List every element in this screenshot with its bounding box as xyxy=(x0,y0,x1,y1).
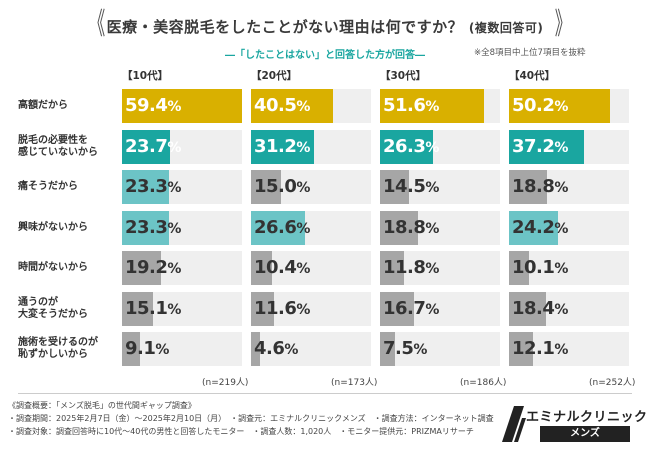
chart-title-main: 医療・美容脱毛をしたことがない理由は何ですか？ xyxy=(106,18,464,36)
value-label-no-time-3: 10.1% xyxy=(512,257,568,278)
chart-title-suffix: (複数回答可) xyxy=(468,21,544,35)
value-label-unnecessary-0: 23.7% xyxy=(125,135,181,157)
bar-embarrassing-3 xyxy=(509,332,534,366)
logo-mark-icon xyxy=(502,406,526,442)
bar-painful-0 xyxy=(122,170,170,204)
bar-painful-2 xyxy=(380,170,410,204)
footer-divider xyxy=(18,393,632,394)
value-label-embarrassing-3: 12.1% xyxy=(512,338,568,359)
bar-expensive-2 xyxy=(380,89,485,123)
sample-size-0: (n=219人) xyxy=(202,378,249,388)
bar-unnecessary-0 xyxy=(122,129,170,164)
bar-unnecessary-2 xyxy=(380,129,434,164)
bar-unnecessary-1 xyxy=(251,129,315,164)
footer-survey-title: 《調査概要：「メンズ脱毛」の世代間ギャップ調査》 xyxy=(8,401,196,410)
value-label-hard-to-visit-0: 15.1% xyxy=(125,297,181,319)
bar-not-interested-2 xyxy=(380,210,418,245)
bar-track xyxy=(380,332,500,366)
column-header-0: 【10代】 xyxy=(122,70,169,82)
category-label-no-time: 時間がないから xyxy=(18,262,88,273)
sample-size-1: (n=173人) xyxy=(331,378,378,388)
bar-painful-1 xyxy=(251,170,282,204)
bar-expensive-1 xyxy=(251,89,333,123)
value-label-not-interested-1: 26.6% xyxy=(254,216,310,238)
logo-name: エミナルクリニック xyxy=(526,410,648,425)
bar-track xyxy=(122,332,242,366)
value-label-no-time-0: 19.2% xyxy=(125,257,181,278)
value-label-not-interested-2: 18.8% xyxy=(383,216,439,238)
bar-no-time-0 xyxy=(122,251,161,285)
bar-painful-3 xyxy=(509,170,547,204)
brand-logo: エミナルクリニック メンズ xyxy=(500,404,647,446)
bar-not-interested-0 xyxy=(122,210,170,245)
column-header-3: 【40代】 xyxy=(509,70,556,82)
value-label-expensive-2: 51.6% xyxy=(383,95,439,116)
value-label-embarrassing-0: 9.1% xyxy=(125,338,169,359)
bar-hard-to-visit-2 xyxy=(380,291,414,326)
value-label-hard-to-visit-3: 18.4% xyxy=(512,297,568,319)
value-label-embarrassing-2: 7.5% xyxy=(383,338,427,359)
value-label-unnecessary-1: 31.2% xyxy=(254,135,310,157)
value-label-painful-1: 15.0% xyxy=(254,176,310,197)
value-label-expensive-0: 59.4% xyxy=(125,95,181,116)
column-header-2: 【30代】 xyxy=(380,70,427,82)
left-bracket-icon: 《 xyxy=(88,7,106,42)
bar-not-interested-1 xyxy=(251,210,305,245)
value-label-no-time-1: 10.4% xyxy=(254,257,310,278)
value-label-hard-to-visit-1: 11.6% xyxy=(254,297,310,319)
chart-title: 医療・美容脱毛をしたことがない理由は何ですか？ (複数回答可) xyxy=(0,16,650,37)
value-label-not-interested-3: 24.2% xyxy=(512,216,568,238)
logo-sub: メンズ xyxy=(540,426,630,442)
bar-no-time-3 xyxy=(509,251,530,285)
bar-embarrassing-1 xyxy=(251,332,261,366)
value-label-no-time-2: 11.8% xyxy=(383,257,439,278)
value-label-expensive-1: 40.5% xyxy=(254,95,310,116)
bar-no-time-2 xyxy=(380,251,404,285)
footer-survey-period: ・調査期間：2025年2月7日（金）〜2025年2月10日（月） ・調査元：エミ… xyxy=(8,414,494,423)
bar-embarrassing-0 xyxy=(122,332,141,366)
title-area: 《 医療・美容脱毛をしたことがない理由は何ですか？ (複数回答可) 》 xyxy=(0,10,650,46)
bar-track xyxy=(251,332,371,366)
chart-note: ※全8項目中上位7項目を抜粋 xyxy=(474,48,586,58)
footer-survey-target: ・調査対象：調査回答時に10代〜40代の男性と回答したモニター ・調査人数：1,… xyxy=(8,427,474,436)
bar-expensive-3 xyxy=(509,89,611,123)
right-bracket-icon: 》 xyxy=(554,7,572,42)
value-label-painful-3: 18.8% xyxy=(512,176,568,197)
value-label-painful-2: 14.5% xyxy=(383,176,439,197)
bar-no-time-1 xyxy=(251,251,272,285)
chart-subtitle: ―「したことはない」と回答した方が回答― xyxy=(225,50,425,61)
category-label-not-interested: 興味がないから xyxy=(18,221,88,233)
value-label-expensive-3: 50.2% xyxy=(512,95,568,116)
value-label-unnecessary-3: 37.2% xyxy=(512,135,568,157)
category-label-hard-to-visit: 通うのが 大変そうだから xyxy=(18,296,88,320)
value-label-hard-to-visit-2: 16.7% xyxy=(383,297,439,319)
bar-not-interested-3 xyxy=(509,210,558,245)
sample-size-3: (n=252人) xyxy=(589,378,636,388)
column-header-1: 【20代】 xyxy=(251,70,298,82)
category-label-expensive: 高額だから xyxy=(18,100,68,111)
value-label-not-interested-0: 23.3% xyxy=(125,216,181,238)
category-label-embarrassing: 施術を受けるのが 恥ずかしいから xyxy=(18,337,98,360)
value-label-unnecessary-2: 26.3% xyxy=(383,135,439,157)
bar-embarrassing-2 xyxy=(380,332,396,366)
bar-unnecessary-3 xyxy=(509,129,585,164)
category-label-painful: 痛そうだから xyxy=(18,181,78,192)
bar-expensive-0 xyxy=(122,89,242,123)
category-label-unnecessary: 脱毛の必要性を 感じていないから xyxy=(18,134,98,158)
bar-hard-to-visit-1 xyxy=(251,291,275,326)
sample-size-2: (n=186人) xyxy=(460,378,507,388)
value-label-embarrassing-1: 4.6% xyxy=(254,338,298,359)
value-label-painful-0: 23.3% xyxy=(125,176,181,197)
bar-hard-to-visit-3 xyxy=(509,291,547,326)
bar-hard-to-visit-0 xyxy=(122,291,153,326)
